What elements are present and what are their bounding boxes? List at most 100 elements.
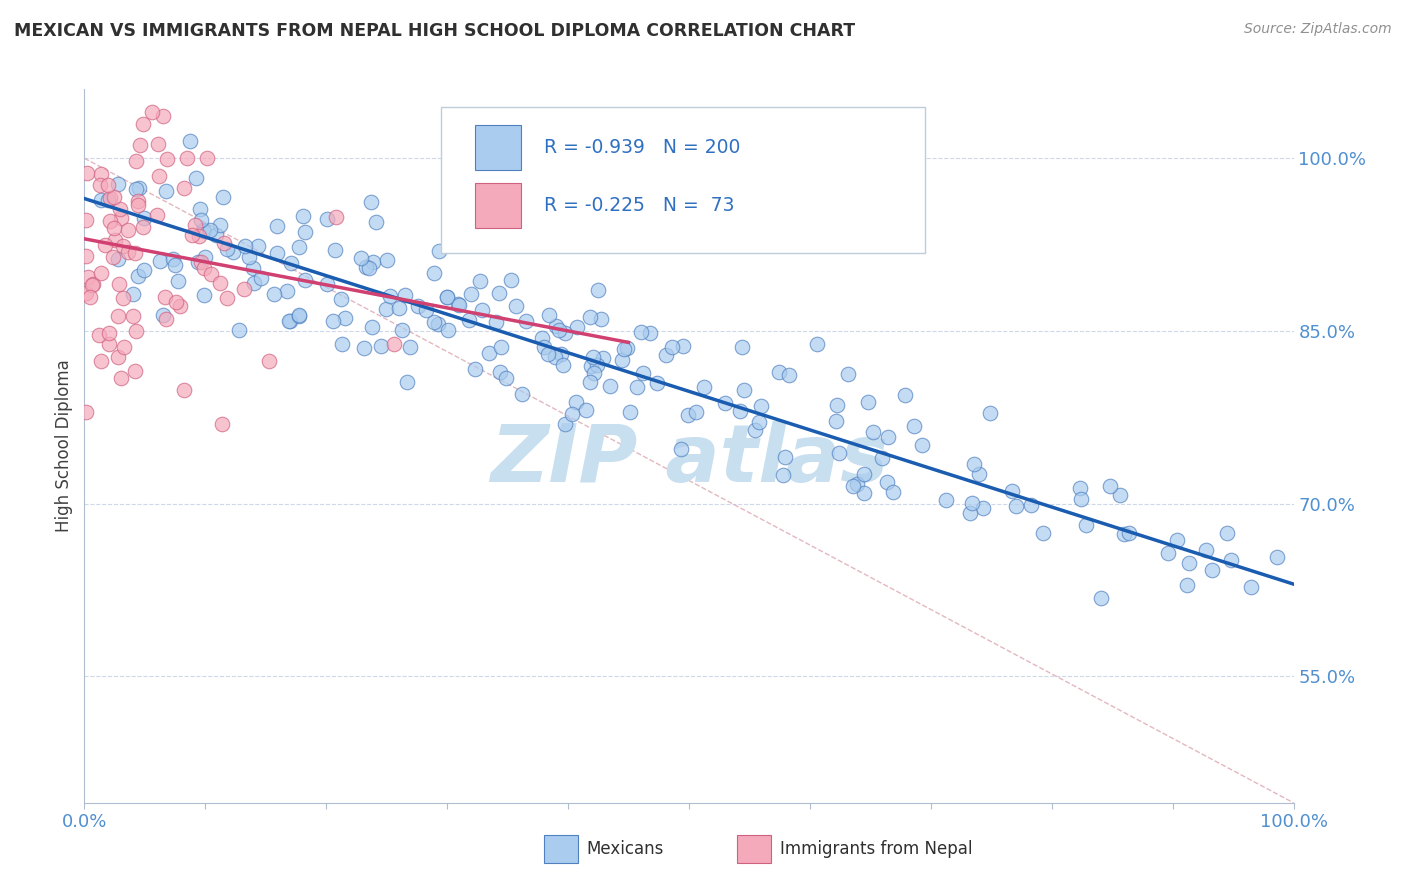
Point	[188, 202, 211, 216]
Point	[1076, 518, 1098, 533]
Point	[100, 213, 122, 227]
Point	[190, 213, 212, 227]
Point	[141, 105, 163, 120]
Point	[75, 404, 97, 418]
Point	[531, 331, 554, 345]
Point	[200, 223, 222, 237]
Point	[191, 223, 214, 237]
Point	[132, 117, 155, 131]
Point	[233, 282, 256, 296]
Point	[121, 309, 143, 323]
Point	[478, 345, 501, 359]
Point	[561, 408, 583, 422]
Point	[554, 326, 576, 340]
Point	[294, 225, 316, 239]
Point	[564, 394, 586, 409]
Point	[107, 252, 129, 266]
Text: R = -0.939   N = 200: R = -0.939 N = 200	[544, 138, 740, 157]
Point	[1157, 546, 1180, 560]
Point	[89, 178, 111, 192]
Point	[1069, 481, 1091, 495]
Point	[1265, 549, 1288, 564]
Point	[935, 493, 957, 508]
Point	[132, 263, 155, 277]
Point	[447, 297, 470, 311]
Point	[97, 193, 120, 207]
Point	[364, 215, 387, 229]
Point	[90, 194, 112, 208]
Point	[266, 219, 288, 234]
Point	[148, 253, 170, 268]
Point	[349, 252, 371, 266]
Point	[546, 318, 568, 333]
Point	[125, 153, 148, 168]
Point	[205, 228, 228, 243]
Point	[692, 380, 714, 394]
Point	[827, 446, 849, 460]
Point	[415, 303, 437, 318]
Point	[194, 250, 217, 264]
Point	[583, 366, 606, 380]
Point	[278, 313, 301, 327]
Point	[208, 276, 231, 290]
Point	[110, 211, 132, 225]
Point	[200, 267, 222, 281]
Text: R = -0.225   N =  73: R = -0.225 N = 73	[544, 196, 734, 215]
Point	[578, 376, 600, 390]
Bar	[544, 835, 578, 863]
Point	[129, 138, 152, 153]
Point	[315, 277, 337, 291]
Point	[103, 221, 125, 235]
Point	[79, 290, 101, 304]
Point	[550, 346, 572, 360]
Point	[330, 337, 353, 351]
Point	[967, 467, 990, 481]
Point	[856, 395, 879, 409]
Point	[485, 315, 508, 329]
Point	[870, 451, 893, 466]
Point	[169, 299, 191, 313]
Point	[427, 317, 450, 331]
Point	[94, 238, 117, 252]
Point	[375, 253, 398, 268]
Point	[380, 289, 402, 303]
Point	[108, 202, 131, 216]
Point	[661, 340, 683, 354]
Point	[470, 274, 492, 288]
Point	[671, 442, 693, 457]
Point	[165, 294, 187, 309]
Point	[1070, 492, 1092, 507]
Point	[640, 326, 662, 340]
Point	[610, 353, 633, 368]
Point	[288, 309, 311, 323]
Point	[212, 235, 235, 250]
Point	[127, 269, 149, 284]
Point	[582, 351, 605, 365]
Point	[616, 342, 638, 356]
Point	[1004, 499, 1026, 513]
Point	[188, 229, 211, 244]
Point	[911, 438, 934, 452]
Point	[117, 245, 139, 260]
Point	[111, 238, 134, 252]
Point	[630, 325, 652, 339]
Point	[125, 324, 148, 338]
Point	[173, 181, 195, 195]
Point	[131, 219, 153, 234]
Point	[361, 319, 384, 334]
Point	[316, 212, 339, 227]
Point	[108, 277, 131, 291]
Point	[360, 195, 382, 210]
Point	[103, 251, 125, 265]
Text: Source: ZipAtlas.com: Source: ZipAtlas.com	[1244, 22, 1392, 37]
Point	[110, 371, 132, 385]
Point	[824, 414, 846, 428]
Point	[187, 255, 209, 269]
Point	[322, 313, 344, 327]
Point	[98, 326, 121, 340]
Point	[193, 224, 215, 238]
Point	[427, 244, 450, 258]
Point	[176, 151, 198, 165]
Point	[1032, 525, 1054, 540]
Point	[243, 277, 266, 291]
